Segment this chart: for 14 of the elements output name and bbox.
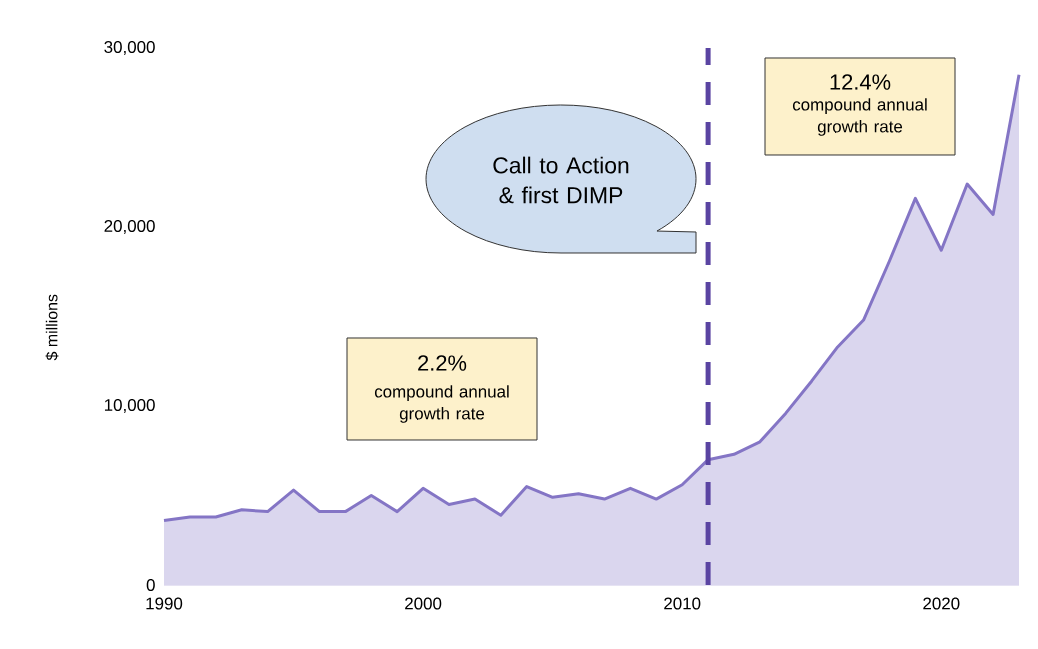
y-tick-label: 0 [146,579,155,591]
annotation: compound annual growth rate [792,98,927,136]
annotation: compound annual growth rate [374,385,509,423]
annotation: 12.4% [830,74,891,90]
annotation: 2.2% [418,355,467,371]
annotation: Call to Action & first DIMP [493,156,629,204]
y-axis-title: $ millions [45,294,59,361]
x-tick-label: 2020 [923,597,960,610]
y-tick-label: 30,000 [104,41,155,55]
x-tick-label: 2000 [405,597,442,610]
y-tick-label: 20,000 [104,220,155,234]
x-tick-label: 1990 [146,597,183,610]
x-tick-label: 2010 [664,597,701,610]
y-tick-label: 10,000 [104,399,155,413]
